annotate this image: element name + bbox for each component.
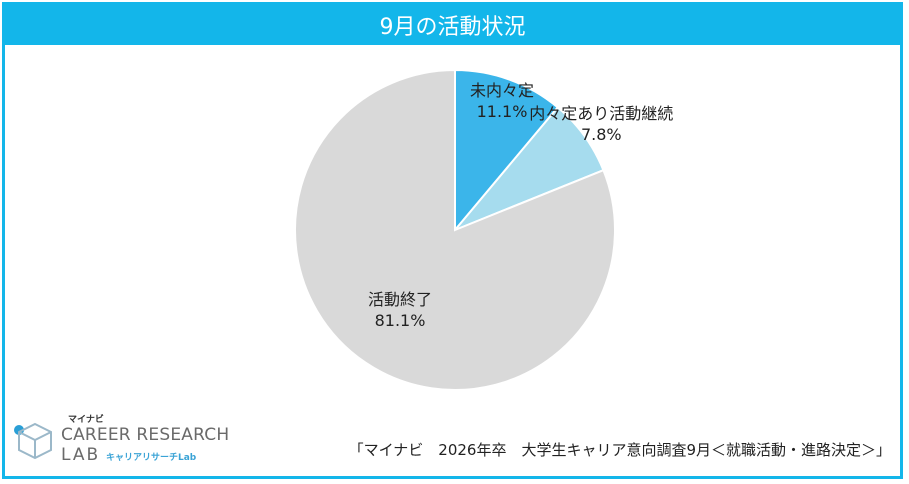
logo-brand: マイナビ <box>68 415 104 425</box>
source-note: 「マイナビ 2026年卒 大学生キャリア意向調査9月＜就職活動・進路決定＞」 <box>348 441 891 459</box>
career-research-lab-logo: マイナビ CAREER RESEARCH LAB キャリアリサーチLab <box>12 412 229 466</box>
slice-value-label: 81.1% <box>374 311 426 330</box>
slice-label-text: 活動終了 <box>368 290 433 309</box>
slice-label-text: 未内々定 <box>470 80 535 100</box>
pie-slice <box>454 68 560 233</box>
slice-label-text: 内々定あり活動継続 <box>529 103 674 123</box>
chart-title: 9月の活動状況 <box>5 5 900 45</box>
slice-label: 未内々定 11.1% <box>470 80 534 122</box>
pie-slice <box>294 68 616 391</box>
slice-label: 活動終了 81.1% <box>368 289 432 331</box>
logo-line1: CAREER RESEARCH <box>61 425 230 445</box>
lab-cube-icon <box>14 422 52 460</box>
slice-label: 内々定あり活動継続 7.8% <box>529 103 673 145</box>
logo-line2-sub: キャリアリサーチLab <box>106 453 197 463</box>
slice-value-label: 7.8% <box>580 124 622 144</box>
slice-value-label: 11.1% <box>476 101 528 121</box>
logo-line2: LAB <box>61 445 101 465</box>
